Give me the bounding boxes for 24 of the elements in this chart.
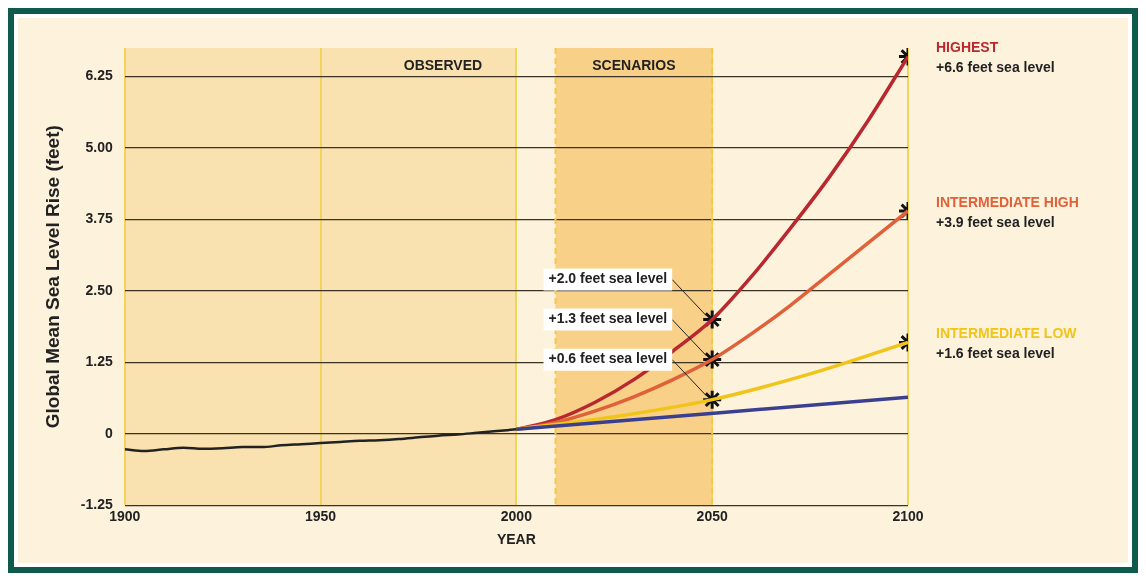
y-axis-title: Global Mean Sea Level Rise (feet) xyxy=(41,125,63,429)
x-tick-label: 2050 xyxy=(696,507,728,524)
y-tick-label: 0 xyxy=(104,424,113,441)
text: INTERMEDIATE HIGH xyxy=(936,193,1079,210)
data-label: +3.9 feet sea level xyxy=(936,213,1055,230)
y-tick-label: 5.00 xyxy=(85,138,113,155)
data-label: +1.3 feet sea level xyxy=(548,310,668,327)
x-tick-label: 2100 xyxy=(892,507,924,524)
line-series xyxy=(124,428,518,453)
x-tick-label: 2000 xyxy=(500,507,533,524)
y-tick-label: 3.75 xyxy=(85,210,113,227)
y-tick-label: 1.25 xyxy=(85,353,113,370)
text: HIGHEST xyxy=(936,39,999,56)
band-label: SCENARIOS xyxy=(592,56,676,73)
text: INTERMEDIATE LOW xyxy=(936,325,1078,342)
y-tick-label: 2.50 xyxy=(85,281,113,298)
x-tick-label: 1950 xyxy=(304,507,337,524)
data-label: +1.6 feet sea level xyxy=(936,345,1055,362)
data-label: +2.0 feet sea level xyxy=(548,270,668,287)
band-label: OBSERVED xyxy=(403,56,483,73)
x-axis-title: YEAR xyxy=(496,531,536,548)
data-label: +6.6 feet sea level xyxy=(936,59,1055,76)
data-label: +0.6 feet sea level xyxy=(548,350,668,367)
y-tick-label: 6.25 xyxy=(85,67,113,84)
